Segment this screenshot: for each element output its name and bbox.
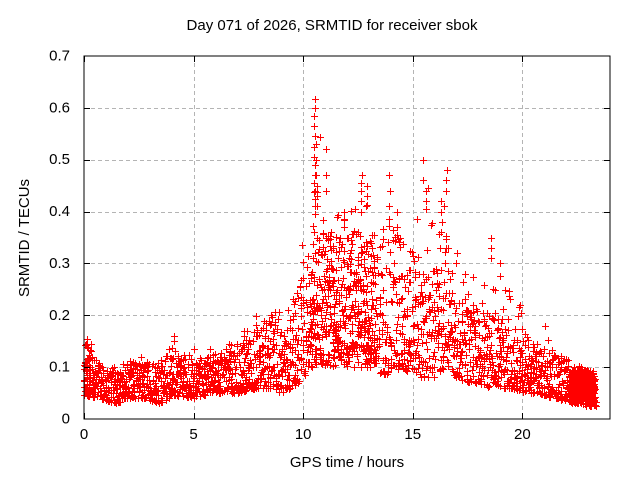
x-tick-label: 15: [404, 426, 421, 443]
y-tick-label: 0.1: [49, 359, 70, 376]
chart-title: Day 071 of 2026, SRMTID for receiver sbo…: [187, 17, 478, 34]
x-tick-label: 0: [80, 426, 88, 443]
y-tick-label: 0.3: [49, 255, 70, 272]
y-tick-label: 0.5: [49, 151, 70, 168]
y-tick-label: 0: [62, 411, 70, 428]
x-tick-label: 10: [295, 426, 312, 443]
axis-tick-marks: [84, 56, 610, 419]
plot-border: [83, 55, 611, 420]
x-tick-label: 5: [189, 426, 197, 443]
y-tick-label: 0.7: [49, 48, 70, 65]
y-tick-label: 0.4: [49, 203, 70, 220]
axis-tick-labels: 0 5 10 15 20 0 0.1 0.2 0.3 0.4 0.5 0.6 0.7: [49, 48, 531, 444]
y-tick-label: 0.2: [49, 307, 70, 324]
x-axis-label: GPS time / hours: [290, 454, 404, 471]
y-tick-label: 0.6: [49, 99, 70, 116]
x-tick-label: 20: [514, 426, 531, 443]
y-axis-label: SRMTID / TECUs: [16, 179, 33, 297]
